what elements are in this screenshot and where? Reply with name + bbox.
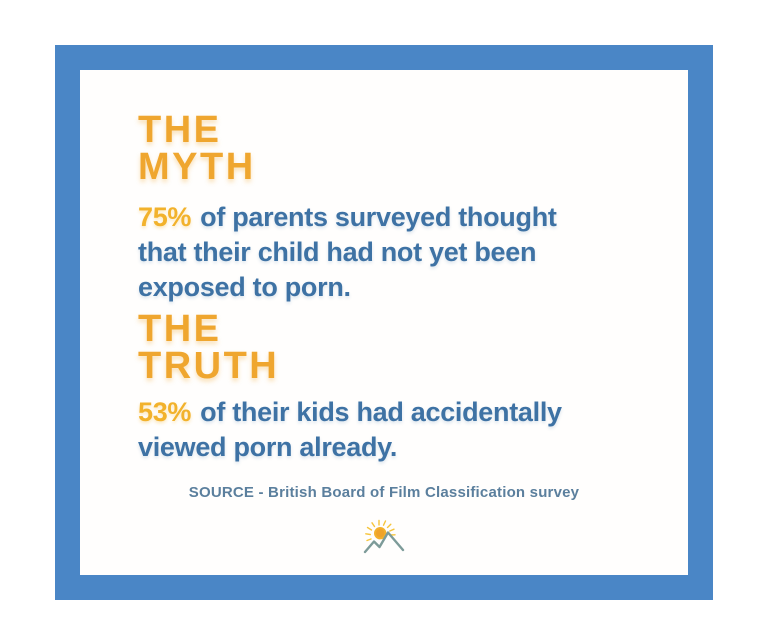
truth-statement: 53% of their kids had accidentally viewed… [138,395,688,465]
myth-statement-line-1: 75% of parents surveyed thought [138,200,688,235]
myth-heading: THE MYTH [138,109,688,188]
card-frame: THE MYTH 75% of parents surveyed thought … [55,45,713,600]
myth-statement-line-3: exposed to porn. [138,272,351,302]
truth-statement-text-1: of their kids had accidentally [200,397,562,427]
myth-statement-line-2: that their child had not yet been [138,237,537,267]
truth-heading-line-1: THE [138,308,222,350]
truth-stat-value: 53% [138,397,192,427]
truth-statement-line-1: 53% of their kids had accidentally [138,395,688,430]
sun-over-mountains-icon [362,516,406,560]
myth-stat-value: 75% [138,202,192,232]
myth-heading-line-2: MYTH [138,146,256,188]
myth-statement-text-1: of parents surveyed thought [200,202,557,232]
source-row: SOURCE - British Board of Film Classific… [80,484,688,502]
myth-heading-line-1: THE [138,109,222,151]
source-citation: SOURCE - British Board of Film Classific… [188,484,580,501]
myth-statement: 75% of parents surveyed thought that thei… [138,200,688,305]
logo-row [80,516,688,565]
truth-heading-line-2: TRUTH [138,345,280,387]
truth-statement-line-2: viewed porn already. [138,432,398,462]
truth-heading: THE TRUTH [138,308,688,387]
card-content: THE MYTH 75% of parents surveyed thought … [80,70,688,575]
